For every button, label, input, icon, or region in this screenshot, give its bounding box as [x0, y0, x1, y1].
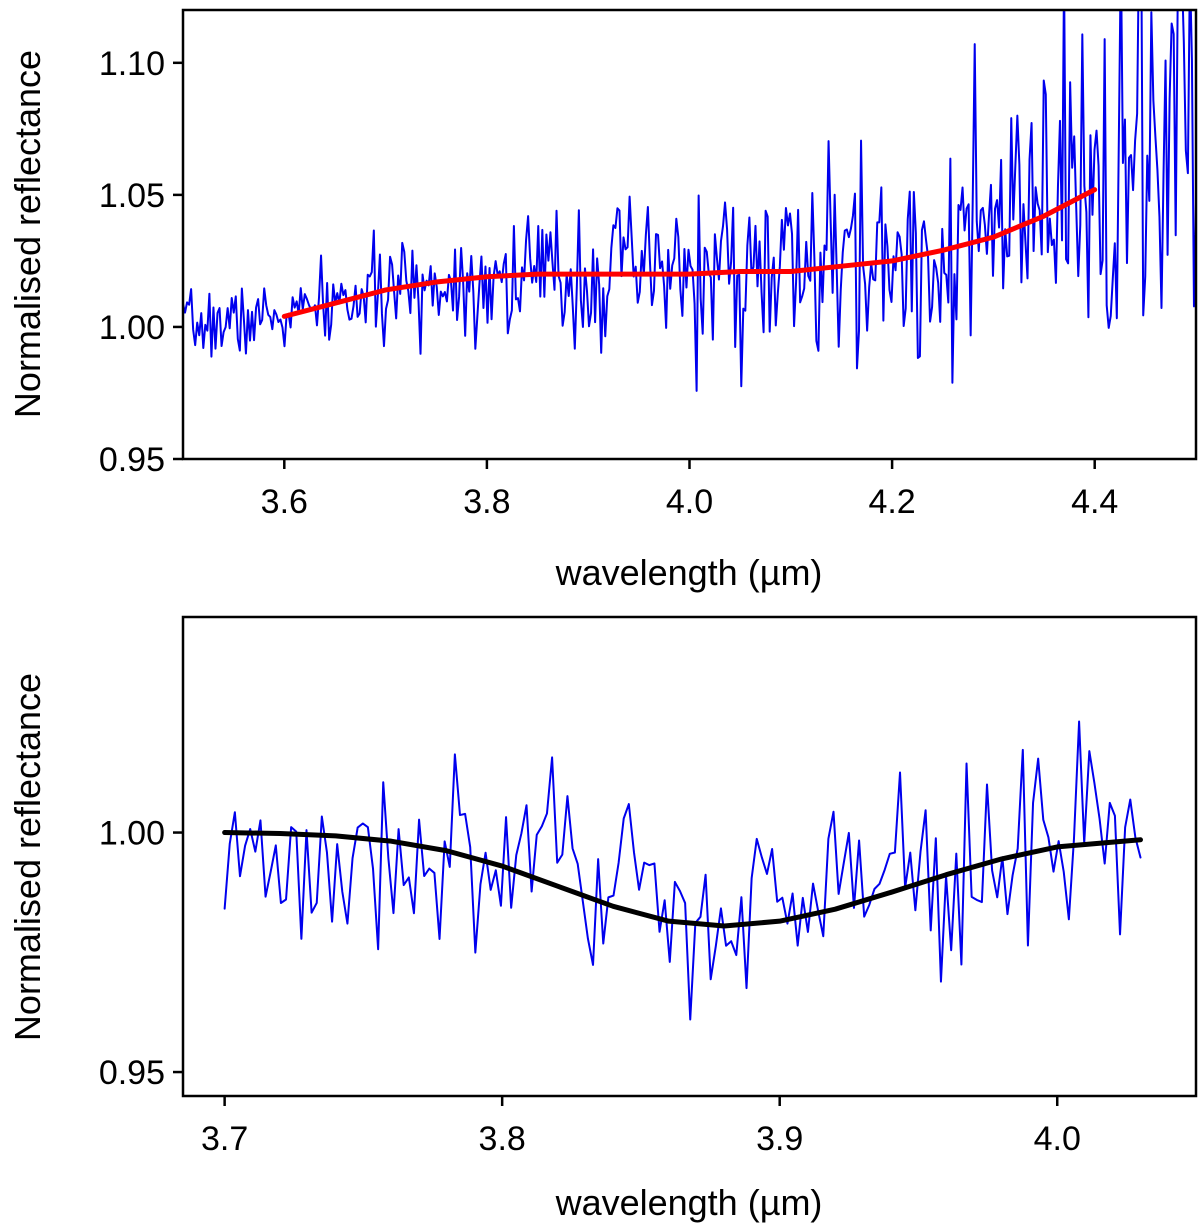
top-panel-y-tick-label: 0.95 [99, 441, 165, 479]
top-spectrum-panel: 3.6 3.8 4.0 4.2 4.4 0.95 1.00 1.05 1.10 waveleng… [7, 8, 1198, 593]
top-panel-x-tick-label: 4.4 [1071, 483, 1118, 521]
top-panel-x-tick-label: 4.2 [868, 483, 915, 521]
bottom-panel-y-axis-label: Normalised reflectance [7, 673, 48, 1041]
top-panel-x-tick-label: 4.0 [666, 483, 713, 521]
bottom-panel-x-tick-label: 3.9 [756, 1120, 803, 1158]
top-panel-x-axis-label: wavelength (µm) [555, 552, 823, 593]
bottom-panel-x-axis-label: wavelength (µm) [555, 1182, 823, 1223]
bottom-spectrum-panel: 3.7 3.8 3.9 4.0 0.95 1.00 wavelength (µm) Nor… [7, 615, 1198, 1223]
bottom-panel-x-tick-label: 4.0 [1034, 1120, 1081, 1158]
top-panel-frame [181, 8, 1198, 461]
top-panel-series-spectrum [184, 11, 1195, 392]
top-panel-x-tick-label: 3.8 [463, 483, 510, 521]
bottom-panel-series-gaussian-fit [222, 830, 1143, 929]
bottom-panel-frame [181, 615, 1198, 1098]
top-panel-data-layer [184, 11, 1195, 392]
bottom-panel-axes: 3.7 3.8 3.9 4.0 0.95 1.00 [99, 815, 1081, 1158]
top-panel-axes: 3.6 3.8 4.0 4.2 4.4 0.95 1.00 1.05 1.10 [99, 45, 1119, 521]
top-panel-series-fit [281, 187, 1098, 319]
bottom-panel-y-tick-label: 0.95 [99, 1054, 165, 1092]
bottom-panel-data-layer [222, 720, 1143, 1021]
bottom-panel-x-tick-label: 3.7 [201, 1120, 248, 1158]
bottom-panel-y-tick-label: 1.00 [99, 815, 165, 853]
top-panel-y-tick-label: 1.00 [99, 309, 165, 347]
top-panel-y-tick-label: 1.10 [99, 45, 165, 83]
top-panel-x-tick-label: 3.6 [261, 483, 308, 521]
bottom-panel-x-tick-label: 3.8 [479, 1120, 526, 1158]
bottom-panel-series-spectrum [223, 720, 1142, 1021]
top-panel-y-axis-label: Normalised reflectance [7, 50, 48, 418]
top-panel-y-tick-label: 1.05 [99, 177, 165, 215]
